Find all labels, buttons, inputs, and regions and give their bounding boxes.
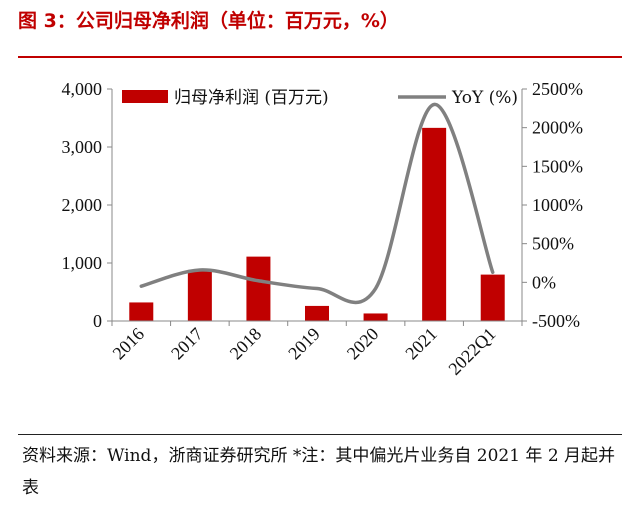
x-tick-label: 2020 [343, 324, 383, 364]
legend-label-bar: 归母净利润 (百万元) [174, 88, 329, 108]
source-divider [18, 434, 622, 435]
bar [129, 302, 154, 321]
legend-swatch-bar [122, 90, 168, 103]
bar [246, 256, 271, 321]
left-tick-label: 1,000 [62, 253, 103, 273]
bar [187, 269, 212, 321]
x-tick-label: 2019 [284, 324, 324, 364]
right-tick-label: -500% [532, 311, 580, 331]
chart-canvas: 0 1,000 2,000 3,000 4,000 -500% 0% 500% 1000% 150… [62, 79, 584, 379]
right-tick-label: 2000% [532, 118, 583, 138]
bar [422, 127, 447, 321]
yoy-line [139, 102, 495, 305]
left-tick-label: 2,000 [62, 195, 103, 215]
right-tick-label: 1500% [532, 156, 583, 176]
right-tick-label: 1000% [532, 195, 583, 215]
title-divider [18, 56, 622, 58]
chart-title: 图 3：公司归母净利润（单位：百万元，%） [18, 10, 399, 32]
x-tick-label: 2021 [401, 324, 441, 364]
left-tick-label: 4,000 [62, 79, 103, 99]
legend-label-line: YoY (%) [451, 88, 518, 108]
source-note: 资料来源：Wind，浙商证券研究所 *注：其中偏光片业务自 2021 年 2 月… [22, 446, 616, 498]
x-tick-label: 2022Q1 [444, 324, 499, 379]
x-tick-label: 2017 [167, 324, 207, 364]
right-tick-label: 0% [532, 272, 556, 292]
left-tick-label: 3,000 [62, 137, 103, 157]
right-tick-label: 2500% [532, 79, 583, 99]
x-tick-label: 2016 [109, 324, 149, 364]
right-tick-label: 500% [532, 234, 574, 254]
bar [305, 305, 329, 321]
left-tick-label: 0 [93, 311, 102, 331]
bar [363, 313, 388, 321]
x-tick-label: 2018 [226, 324, 266, 364]
bar [480, 274, 505, 321]
